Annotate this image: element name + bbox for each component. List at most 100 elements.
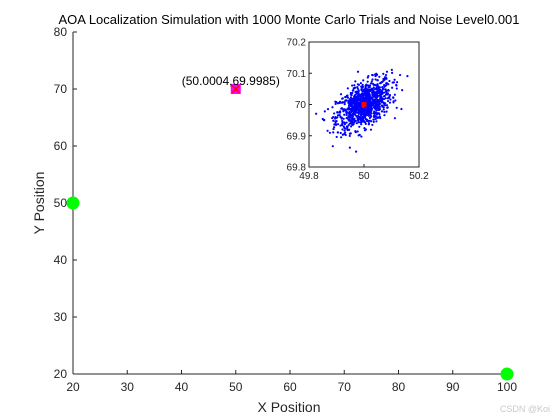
x-tick-label: 100 bbox=[497, 380, 517, 394]
sample-point bbox=[372, 90, 376, 94]
sample-point bbox=[349, 93, 352, 96]
sample-point bbox=[391, 86, 394, 89]
sample-point bbox=[364, 91, 367, 94]
sample-point bbox=[341, 119, 344, 123]
sample-point bbox=[394, 99, 397, 102]
sample-point bbox=[351, 84, 354, 87]
sample-point bbox=[376, 79, 379, 82]
sample-point bbox=[346, 128, 349, 131]
sample-point bbox=[361, 95, 364, 98]
inset-y-tick-label: 69.8 bbox=[287, 163, 307, 174]
sample-point bbox=[360, 85, 363, 88]
sample-point bbox=[355, 97, 358, 100]
sample-point bbox=[372, 100, 376, 103]
sample-point bbox=[362, 97, 365, 100]
sample-point bbox=[377, 85, 380, 89]
sample-point bbox=[372, 86, 375, 89]
sample-point bbox=[357, 93, 360, 96]
sample-point bbox=[361, 115, 364, 118]
sample-point bbox=[341, 133, 344, 136]
sample-point bbox=[400, 107, 403, 111]
sample-point bbox=[357, 121, 360, 124]
x-axis-label: X Position bbox=[257, 399, 320, 415]
sample-point bbox=[371, 98, 374, 101]
sample-point bbox=[368, 104, 371, 108]
sample-point bbox=[333, 123, 336, 126]
main-plot-marks bbox=[66, 84, 514, 381]
x-tick-label: 20 bbox=[66, 380, 80, 394]
sample-point bbox=[373, 116, 376, 119]
sample-point bbox=[381, 104, 384, 107]
sample-point bbox=[345, 121, 348, 124]
sample-point bbox=[332, 119, 335, 122]
sample-point bbox=[370, 109, 373, 112]
sample-point bbox=[346, 96, 349, 99]
sample-point bbox=[348, 116, 351, 119]
x-tick-label: 40 bbox=[175, 380, 189, 394]
sample-point bbox=[341, 128, 344, 131]
sample-point bbox=[355, 104, 358, 108]
sample-point bbox=[348, 112, 351, 115]
sample-point bbox=[343, 101, 346, 104]
sample-point bbox=[383, 104, 387, 107]
y-tick-label: 80 bbox=[54, 25, 68, 39]
sample-point bbox=[354, 102, 357, 105]
sample-point bbox=[385, 104, 389, 107]
sample-point bbox=[358, 125, 361, 128]
sample-point bbox=[363, 106, 366, 109]
sample-point bbox=[361, 83, 364, 86]
sample-point bbox=[369, 128, 373, 131]
sample-point bbox=[354, 130, 357, 133]
inset-x-tick-label: 50.2 bbox=[409, 171, 429, 182]
sample-point bbox=[365, 84, 368, 87]
sample-point bbox=[345, 94, 348, 97]
watermark: CSDN @Koi bbox=[500, 404, 550, 414]
inset-x-tick-label: 49.8 bbox=[299, 171, 319, 182]
sample-point bbox=[353, 120, 356, 123]
sample-point bbox=[371, 74, 374, 77]
sample-point bbox=[378, 105, 381, 108]
sample-point bbox=[348, 122, 351, 125]
sample-point bbox=[353, 86, 356, 90]
sample-point bbox=[378, 90, 381, 93]
y-tick-label: 30 bbox=[54, 310, 68, 324]
sample-point bbox=[351, 115, 354, 118]
sample-point bbox=[380, 93, 383, 96]
sample-point bbox=[369, 82, 373, 85]
sample-point bbox=[342, 108, 346, 111]
sample-point bbox=[347, 108, 350, 111]
sample-point bbox=[366, 118, 369, 121]
sample-point bbox=[348, 108, 352, 111]
sample-point bbox=[378, 102, 381, 105]
sample-point bbox=[349, 96, 353, 99]
sample-point bbox=[392, 96, 395, 100]
sample-point bbox=[360, 135, 363, 138]
sample-point bbox=[334, 100, 337, 103]
sample-point bbox=[368, 116, 372, 119]
sample-point bbox=[348, 119, 351, 122]
sample-point bbox=[343, 123, 346, 126]
y-tick-label: 50 bbox=[54, 196, 68, 210]
sample-point bbox=[360, 123, 363, 126]
sample-point bbox=[356, 130, 359, 133]
sample-point bbox=[346, 126, 349, 129]
sample-point bbox=[353, 94, 356, 97]
sample-point bbox=[355, 150, 358, 153]
sample-point bbox=[375, 109, 378, 112]
y-tick-label: 70 bbox=[54, 82, 68, 96]
sample-point bbox=[351, 117, 354, 121]
sample-point bbox=[393, 117, 397, 120]
sample-point bbox=[348, 146, 351, 149]
sample-point bbox=[356, 70, 360, 73]
sample-point bbox=[363, 127, 366, 130]
sample-point bbox=[382, 108, 385, 111]
sample-point bbox=[368, 109, 371, 112]
sample-point bbox=[341, 101, 344, 104]
sample-point bbox=[396, 81, 399, 84]
sample-point bbox=[359, 96, 362, 99]
sample-point bbox=[373, 98, 377, 101]
sample-point bbox=[384, 90, 388, 93]
sample-point bbox=[326, 129, 329, 132]
sample-point bbox=[374, 78, 377, 81]
